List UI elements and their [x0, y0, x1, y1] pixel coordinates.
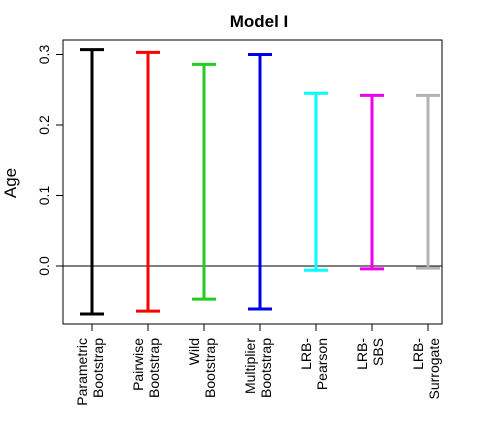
plot-frame	[62, 39, 443, 325]
category-label: WildBootstrap	[186, 338, 218, 398]
error-bar	[304, 91, 328, 272]
category-label: LRB-Pearson	[298, 338, 330, 390]
category-label: PairwiseBootstrap	[130, 338, 162, 398]
category-labels: ParametricBootstrap PairwiseBootstrap Wild…	[74, 338, 442, 406]
y-tick-label: 0.3	[36, 45, 52, 65]
category-label: MultiplierBootstrap	[242, 338, 274, 398]
x-axis-ticks	[91, 324, 429, 331]
error-bar	[360, 93, 384, 271]
category-label: ParametricBootstrap	[74, 338, 106, 406]
y-axis-ticks: 0.0 0.1 0.2 0.3	[36, 45, 63, 276]
y-tick-label: 0.1	[36, 186, 52, 206]
error-bar	[192, 62, 216, 301]
chart-title: Model I	[230, 12, 289, 31]
error-bar	[136, 50, 160, 313]
error-bar	[416, 93, 440, 270]
y-tick-label: 0.2	[36, 115, 52, 135]
error-bar	[248, 53, 272, 311]
y-axis-label: Age	[1, 168, 20, 198]
error-bar	[80, 48, 104, 316]
error-bars	[80, 48, 440, 316]
category-label: LRB-SBS	[354, 338, 386, 370]
category-label: LRB-Surrogate	[410, 338, 442, 400]
y-tick-label: 0.0	[36, 256, 52, 276]
